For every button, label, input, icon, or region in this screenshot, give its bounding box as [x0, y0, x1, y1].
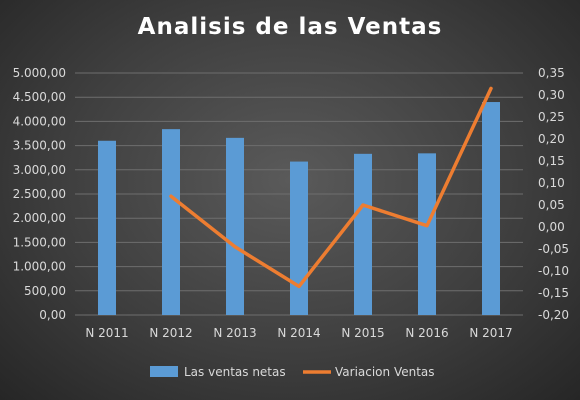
bar — [482, 102, 500, 315]
x-axis-tick-label: N 2014 — [277, 326, 320, 340]
right-axis-tick-label: 0,35 — [538, 66, 565, 80]
right-axis-tick-label: 0,20 — [538, 132, 565, 146]
left-axis-tick-label: 4.000,00 — [13, 114, 66, 128]
right-axis-tick-label: 0,00 — [538, 220, 565, 234]
line-point — [233, 245, 237, 249]
x-axis-tick-label: N 2016 — [405, 326, 448, 340]
variation-line — [169, 86, 493, 289]
bar — [226, 137, 244, 315]
left-axis-tick-label: 5.000,00 — [13, 66, 66, 80]
bar — [354, 153, 372, 315]
right-axis-tick-label: 0,30 — [538, 88, 565, 102]
right-axis-tick-label: -0,05 — [538, 242, 569, 256]
bar — [418, 153, 436, 315]
left-axis-tick-label: 0,00 — [39, 308, 66, 322]
left-axis-tick-label: 500,00 — [24, 284, 66, 298]
left-axis-tick-label: 3.000,00 — [13, 163, 66, 177]
left-axis-tick-label: 4.500,00 — [13, 90, 66, 104]
left-axis-tick-label: 3.500,00 — [13, 139, 66, 153]
bar — [98, 140, 116, 315]
right-axis-tick-label: 0,05 — [538, 198, 565, 212]
right-axis-tick-label: 0,25 — [538, 110, 565, 124]
right-axis-tick-label: -0,10 — [538, 264, 569, 278]
line-point — [361, 203, 365, 207]
right-axis-tick-label: -0,15 — [538, 286, 569, 300]
x-axis-tick-label: N 2012 — [149, 326, 192, 340]
bar — [290, 161, 308, 315]
x-axis-tick-label: N 2015 — [341, 326, 384, 340]
left-axis-tick-label: 1.000,00 — [13, 260, 66, 274]
line-point — [169, 194, 173, 198]
line-point — [297, 284, 301, 288]
right-axis-tick-label: -0,20 — [538, 308, 569, 322]
right-axis-tick-label: 0,15 — [538, 154, 565, 168]
legend-label-bars: Las ventas netas — [184, 365, 286, 379]
x-axis-tick-label: N 2017 — [469, 326, 512, 340]
left-axis-tick-label: 2.000,00 — [13, 211, 66, 225]
legend-label-line: Variacion Ventas — [335, 365, 435, 379]
line-point — [425, 224, 429, 228]
legend-swatch-bars — [150, 366, 178, 377]
left-axis-tick-label: 2.500,00 — [13, 187, 66, 201]
x-axis-tick-label: N 2013 — [213, 326, 256, 340]
bar — [162, 129, 180, 315]
x-axis-tick-label: N 2011 — [85, 326, 128, 340]
left-axis-tick-label: 1.500,00 — [13, 235, 66, 249]
right-axis-tick-label: 0,10 — [538, 176, 565, 190]
line-point — [489, 86, 493, 90]
chart-title: Analisis de las Ventas — [137, 14, 443, 40]
